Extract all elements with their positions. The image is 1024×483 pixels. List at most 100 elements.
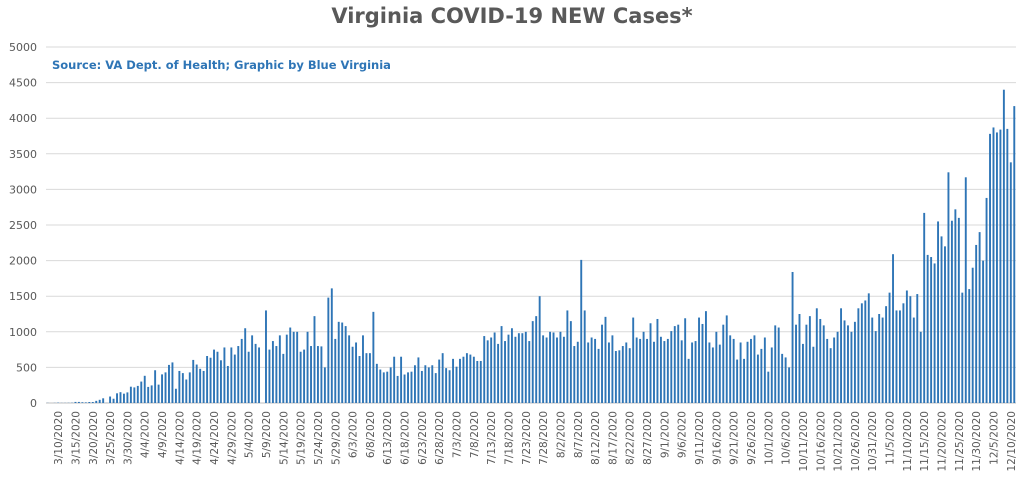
bar	[625, 342, 627, 403]
bar	[740, 342, 742, 403]
bar	[812, 347, 814, 403]
bar	[511, 328, 513, 403]
bar	[518, 333, 520, 403]
x-tick-label: 9/16/2020	[711, 411, 723, 465]
bar	[667, 339, 669, 403]
bar	[126, 392, 128, 403]
bar	[192, 360, 194, 403]
y-tick-label: 4500	[9, 77, 37, 90]
bar	[643, 332, 645, 403]
x-tick-label: 6/3/2020	[348, 411, 360, 458]
bar	[549, 332, 551, 403]
bar	[684, 318, 686, 403]
chart-subtitle: Source: VA Dept. of Health; Graphic by B…	[52, 58, 391, 72]
bar	[102, 398, 104, 403]
x-tick-label: 5/29/2020	[330, 411, 342, 465]
bar	[535, 316, 537, 403]
bar	[833, 338, 835, 404]
bar	[144, 376, 146, 403]
bar	[490, 338, 492, 404]
bar	[816, 308, 818, 403]
bar	[916, 294, 918, 403]
bar	[729, 335, 731, 403]
bar	[230, 347, 232, 403]
bar	[161, 374, 163, 403]
x-tick-label: 6/28/2020	[434, 411, 446, 465]
bar	[234, 355, 236, 403]
bar	[646, 339, 648, 403]
bar	[182, 373, 184, 403]
bar	[171, 362, 173, 403]
bar	[438, 360, 440, 403]
bar	[282, 354, 284, 403]
bar	[591, 338, 593, 404]
bar	[656, 319, 658, 403]
bar	[996, 132, 998, 403]
bar	[795, 325, 797, 403]
bar	[993, 127, 995, 403]
bar	[587, 342, 589, 403]
bar	[206, 356, 208, 403]
y-tick-label: 4000	[9, 112, 37, 125]
y-tick-label: 1500	[9, 290, 37, 303]
bar	[850, 332, 852, 403]
bar	[508, 335, 510, 403]
bar	[570, 321, 572, 403]
bar	[338, 322, 340, 403]
bar	[615, 351, 617, 403]
bar	[937, 221, 939, 403]
bar	[223, 347, 225, 403]
x-tick-label: 5/19/2020	[296, 411, 308, 465]
x-tick-label: 4/19/2020	[192, 411, 204, 465]
bar	[476, 361, 478, 403]
bar	[393, 357, 395, 403]
bar	[954, 209, 956, 403]
bar	[88, 402, 90, 403]
bar	[199, 369, 201, 403]
x-tick-label: 7/3/2020	[452, 411, 464, 458]
bar	[965, 177, 967, 403]
bar	[889, 293, 891, 403]
x-tick-label: 5/9/2020	[261, 411, 273, 458]
x-tick-label: 8/2/2020	[555, 411, 567, 458]
y-tick-label: 3500	[9, 148, 37, 161]
bar	[629, 348, 631, 403]
bar	[698, 318, 700, 403]
bar	[719, 345, 721, 403]
bar	[289, 328, 291, 403]
bar	[359, 356, 361, 403]
y-tick-label: 1000	[9, 326, 37, 339]
x-tick-label: 8/12/2020	[590, 411, 602, 465]
x-tick-label: 9/21/2020	[729, 411, 741, 465]
bar	[497, 344, 499, 403]
x-tick-label: 11/25/2020	[954, 411, 966, 472]
bar	[123, 394, 125, 403]
bar	[923, 213, 925, 403]
bar	[847, 325, 849, 403]
bar	[466, 353, 468, 403]
x-tick-label: 10/26/2020	[850, 411, 862, 472]
bar	[896, 310, 898, 403]
bar	[1013, 106, 1015, 403]
x-tick-label: 5/24/2020	[313, 411, 325, 465]
bar	[934, 263, 936, 403]
bar	[708, 342, 710, 403]
bar	[525, 332, 527, 403]
bar	[573, 346, 575, 403]
bar	[462, 357, 464, 403]
x-tick-label: 4/14/2020	[174, 411, 186, 465]
x-tick-label: 4/4/2020	[140, 411, 152, 458]
bar	[864, 300, 866, 403]
bar	[611, 335, 613, 403]
bar	[532, 321, 534, 403]
bar	[830, 348, 832, 403]
bar	[1003, 90, 1005, 403]
x-tick-label: 3/25/2020	[105, 411, 117, 465]
bar	[528, 341, 530, 403]
bar	[345, 326, 347, 403]
bar	[348, 335, 350, 403]
x-tick-label: 10/31/2020	[867, 411, 879, 472]
x-tick-label: 9/6/2020	[677, 411, 689, 458]
bar	[314, 316, 316, 403]
